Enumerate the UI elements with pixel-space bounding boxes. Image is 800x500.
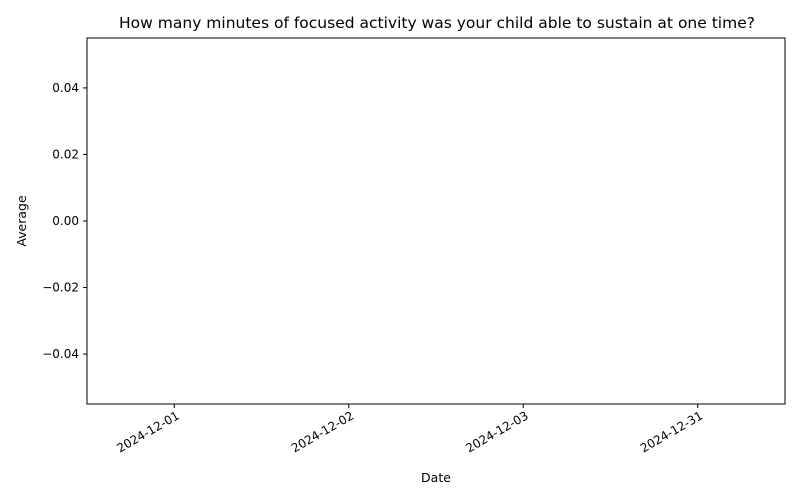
x-tick-label: 2024-12-31 — [638, 408, 705, 455]
x-tick-label: 2024-12-02 — [289, 408, 356, 455]
x-axis-label: Date — [421, 470, 451, 485]
y-tick-label: 0.02 — [52, 147, 79, 161]
x-tick-label: 2024-12-01 — [114, 408, 181, 455]
y-tick-label: −0.04 — [42, 347, 79, 361]
y-tick-label: 0.04 — [52, 81, 79, 95]
chart-title: How many minutes of focused activity was… — [119, 14, 755, 32]
y-axis-ticks: −0.04 −0.02 0.00 0.02 0.04 — [42, 81, 87, 361]
x-tick-label: 2024-12-03 — [463, 408, 530, 455]
y-tick-label: −0.02 — [42, 281, 79, 295]
x-axis-ticks: 2024-12-01 2024-12-02 2024-12-03 2024-12-31 — [114, 404, 705, 455]
y-axis-label: Average — [14, 195, 29, 247]
y-tick-label: 0.00 — [52, 214, 79, 228]
plot-frame — [86, 37, 786, 405]
